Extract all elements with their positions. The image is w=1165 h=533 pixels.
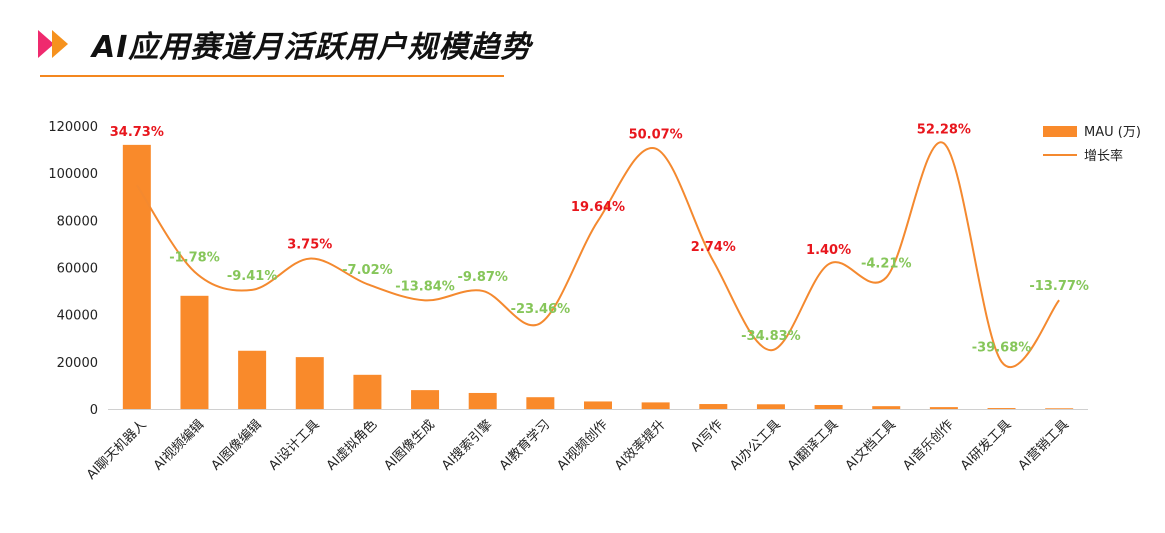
category-label: AI营销工具 (1016, 417, 1072, 473)
category-label: AI图像编辑 (209, 417, 265, 473)
category-label: AI视频编辑 (151, 417, 207, 473)
y-tick-label: 100000 (48, 167, 98, 182)
bar (929, 407, 958, 409)
rate-data-label: -9.41% (227, 269, 278, 284)
bar (814, 404, 843, 409)
category-label: AI虚拟角色 (323, 417, 380, 474)
rate-data-label: -7.02% (342, 263, 393, 278)
rate-data-label: 3.75% (287, 238, 332, 253)
bar (353, 374, 382, 409)
bar (641, 402, 670, 409)
legend-bar-label: MAU (万) (1084, 125, 1141, 140)
category-label: AI聊天机器人 (84, 417, 150, 483)
bar (987, 408, 1016, 409)
bar (468, 392, 497, 409)
rate-data-label: -4.21% (861, 256, 912, 271)
y-tick-label: 120000 (48, 120, 98, 135)
category-label: AI设计工具 (266, 417, 322, 473)
bar (1045, 408, 1074, 409)
category-label: AI文档工具 (843, 417, 899, 473)
rate-data-label: -23.46% (511, 302, 571, 317)
bar (238, 350, 267, 409)
rate-data-label: -13.84% (395, 279, 455, 294)
bar (699, 404, 728, 409)
bar (526, 397, 555, 409)
category-label: AI效率提升 (611, 417, 668, 474)
title-underline (40, 75, 504, 77)
double-arrow-icon (38, 30, 68, 58)
category-label: AI写作 (688, 417, 726, 455)
rate-data-label: 34.73% (110, 125, 164, 140)
rate-data-label: -13.77% (1029, 279, 1089, 294)
category-label: AI音乐创作 (900, 417, 957, 474)
growth-rate-line (135, 141, 1060, 368)
legend-bar-swatch (1043, 126, 1077, 137)
rate-data-label: 1.40% (806, 243, 851, 258)
bar (584, 401, 612, 409)
rate-data-label: 19.64% (571, 200, 625, 215)
y-tick-label: 60000 (57, 262, 98, 277)
bar (295, 357, 324, 409)
category-label: AI办公工具 (727, 417, 783, 473)
page-title: AI应用赛道月活跃用户规模趋势 (92, 30, 532, 65)
rate-data-label: 2.74% (691, 240, 736, 255)
legend-line-label: 增长率 (1084, 148, 1123, 164)
rate-data-label: -34.83% (741, 329, 801, 344)
rate-data-label: -9.87% (457, 270, 508, 285)
category-label: AI图像生成 (382, 417, 438, 473)
category-label: AI翻译工具 (785, 417, 841, 473)
bar (756, 404, 785, 409)
rate-data-label: 50.07% (629, 128, 683, 143)
bar (872, 406, 901, 409)
category-label: AI教育学习 (496, 417, 553, 474)
y-tick-label: 0 (90, 403, 98, 418)
y-tick-label: 40000 (57, 309, 98, 324)
title-block: AI应用赛道月活跃用户规模趋势 (38, 22, 531, 66)
bar (180, 295, 209, 409)
y-tick-label: 20000 (57, 356, 98, 371)
rate-data-label: 52.28% (917, 122, 971, 137)
bar (122, 144, 151, 409)
category-label: AI研发工具 (957, 417, 1014, 474)
y-tick-label: 80000 (57, 214, 98, 229)
rate-data-label: -1.78% (169, 251, 220, 266)
category-label: AI视频创作 (554, 417, 610, 473)
bar (411, 390, 440, 409)
rate-data-label: -39.68% (972, 341, 1032, 356)
legend: MAU (万) 增长率 (1043, 125, 1141, 164)
category-label: AI搜索引擎 (439, 417, 495, 473)
